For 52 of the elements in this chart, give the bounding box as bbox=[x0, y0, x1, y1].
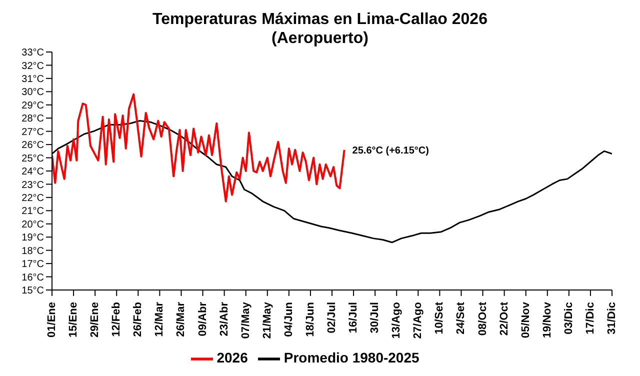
x-tick-label: 27/Ago bbox=[412, 302, 424, 339]
x-tick-label: 05/Nov bbox=[520, 301, 532, 338]
y-tick-label: 25°C bbox=[22, 153, 44, 164]
x-tick-label: 26/Feb bbox=[132, 302, 144, 337]
x-tick-label: 26/Mar bbox=[175, 301, 188, 337]
x-tick-label: 19/Nov bbox=[541, 301, 554, 338]
legend-label: Promedio 1980-2025 bbox=[284, 350, 420, 366]
chart-subtitle: (Aeropuerto) bbox=[270, 29, 370, 48]
x-tick-label: 04/Jun bbox=[282, 302, 295, 337]
line-series bbox=[52, 93, 346, 202]
x-tick-label: 08/Oct bbox=[476, 302, 489, 336]
y-tick-label: 22°C bbox=[22, 192, 44, 204]
y-tick-label: 17°C bbox=[22, 259, 44, 270]
y-tick-label: 30°C bbox=[22, 87, 44, 98]
y-tick-label: 29°C bbox=[22, 100, 44, 112]
x-tick-label: 09/Abr bbox=[196, 301, 209, 336]
x-tick-label: 16/Jul bbox=[348, 302, 360, 334]
y-tick-label: 32°C bbox=[22, 60, 44, 72]
x-tick-label: 15/Ene bbox=[68, 302, 80, 338]
chart-title: Temperaturas Máximas en Lima-Callao 2026 bbox=[152, 10, 488, 29]
x-tick-label: 31/Dic bbox=[606, 302, 618, 334]
x-tick-label: 18/Jun bbox=[304, 302, 316, 337]
y-tick-label: 26°C bbox=[22, 140, 44, 152]
x-tick-label: 17/Dic bbox=[584, 302, 596, 334]
y-tick-label: 18°C bbox=[22, 246, 44, 257]
y-tick-label: 27°C bbox=[22, 126, 44, 138]
x-tick-label: 01/Ene bbox=[46, 302, 58, 338]
x-tick-label: 02/Jul bbox=[326, 302, 338, 334]
x-tick-label: 24/Set bbox=[455, 302, 468, 334]
y-tick-label: 23°C bbox=[22, 180, 44, 191]
x-tick-label: 12/Mar bbox=[154, 301, 166, 337]
y-tick-label: 31°C bbox=[22, 74, 44, 85]
y-tick-label: 15°C bbox=[22, 286, 44, 297]
y-tick-label: 24°C bbox=[22, 166, 44, 178]
annotation: 25.6°C (+6.15°C) bbox=[352, 145, 429, 156]
x-tick-label: 03/Dic bbox=[562, 302, 575, 334]
x-tick-label: 23/Abr bbox=[218, 301, 230, 336]
x-tick-label: 13/Ago bbox=[390, 302, 403, 339]
y-tick-label: 28°C bbox=[22, 114, 44, 125]
y-tick-label: 16°C bbox=[22, 272, 44, 284]
x-tick-label: 07/May bbox=[240, 301, 252, 339]
y-tick-label: 20°C bbox=[22, 219, 44, 230]
x-tick-label: 21/May bbox=[261, 301, 274, 339]
x-tick-label: 10/Set bbox=[434, 302, 446, 334]
y-tick-label: 21°C bbox=[22, 206, 44, 218]
y-tick-label: 19°C bbox=[22, 232, 44, 244]
x-tick-label: 12/Feb bbox=[110, 302, 123, 337]
x-tick-label: 29/Ene bbox=[89, 302, 102, 338]
x-tick-label: 30/Jul bbox=[369, 302, 382, 334]
x-tick-label: 22/Oct bbox=[498, 302, 510, 336]
legend-label: 2026 bbox=[216, 350, 248, 366]
y-tick-label: 33°C bbox=[22, 48, 44, 59]
